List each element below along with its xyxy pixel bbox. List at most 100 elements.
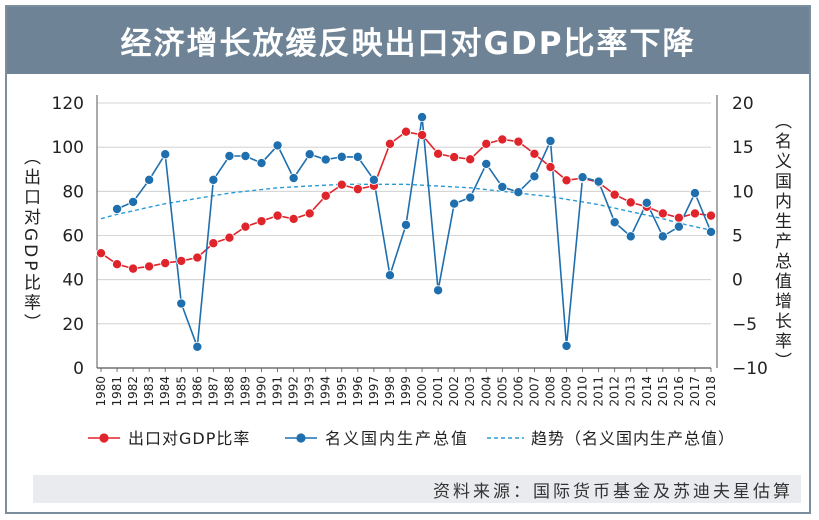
export-ratio-point bbox=[320, 190, 331, 201]
gdp-growth-point bbox=[240, 150, 251, 161]
export-ratio-point bbox=[208, 238, 219, 249]
chart-frame: 经济增长放缓反映出口对GDP比率下降 资料来源：国际货币基金及苏迪夫星估算 bbox=[5, 5, 811, 514]
gdp-growth-point bbox=[545, 135, 556, 146]
export-ratio-point bbox=[609, 189, 620, 200]
x-tick-label: 2006 bbox=[511, 376, 525, 407]
gdp-growth-point bbox=[497, 181, 508, 192]
right-tick-label: 20 bbox=[732, 94, 754, 114]
export-ratio-point bbox=[352, 184, 363, 195]
x-tick-label: 1999 bbox=[399, 376, 413, 407]
x-tick-label: 1992 bbox=[287, 376, 301, 407]
x-tick-label: 2000 bbox=[415, 376, 429, 407]
gdp-growth-point bbox=[417, 112, 428, 123]
legend-gdp-label: 名义国内生产总值 bbox=[325, 429, 469, 448]
export-ratio-point bbox=[465, 154, 476, 165]
x-tick-label: 2016 bbox=[672, 376, 686, 407]
x-tick-label: 1998 bbox=[383, 376, 397, 407]
x-tick-label: 1996 bbox=[351, 376, 365, 407]
export-ratio-point bbox=[384, 138, 395, 149]
left-tick-label: 40 bbox=[62, 271, 84, 291]
x-tick-label: 2014 bbox=[640, 376, 654, 407]
x-tick-label: 1989 bbox=[238, 376, 252, 407]
x-tick-label: 1991 bbox=[271, 376, 285, 407]
gdp-growth-point bbox=[465, 192, 476, 203]
export-ratio-point bbox=[176, 255, 187, 266]
gdp-growth-point bbox=[224, 150, 235, 161]
x-tick-label: 2008 bbox=[543, 376, 557, 407]
gdp-growth-point bbox=[336, 151, 347, 162]
export-ratio-point bbox=[304, 208, 315, 219]
x-tick-label: 1988 bbox=[222, 376, 236, 407]
gdp-growth-point bbox=[128, 196, 139, 207]
gdp-growth-point bbox=[577, 172, 588, 183]
gdp-growth-point bbox=[384, 270, 395, 281]
gdp-growth-point bbox=[288, 173, 299, 184]
gdp-growth-point bbox=[433, 285, 444, 296]
export-ratio-point bbox=[240, 221, 251, 232]
right-tick-label: −5 bbox=[732, 315, 757, 335]
export-ratio-point bbox=[513, 136, 524, 147]
x-tick-label: 1982 bbox=[126, 376, 140, 407]
x-tick-label: 1995 bbox=[335, 376, 349, 407]
x-tick-label: 1983 bbox=[142, 376, 156, 407]
export-ratio-point bbox=[529, 148, 540, 159]
gdp-growth-point bbox=[272, 140, 283, 151]
export-ratio-point bbox=[288, 213, 299, 224]
gdp-growth-point bbox=[144, 174, 155, 185]
export-ratio-point bbox=[272, 210, 283, 221]
right-tick-label: 5 bbox=[732, 227, 743, 247]
legend-trend-label: 趋势（名义国内生产总值） bbox=[531, 429, 735, 448]
export-ratio-point bbox=[144, 261, 155, 272]
export-ratio-point bbox=[112, 259, 123, 270]
export-ratio-line bbox=[100, 130, 712, 270]
gdp-growth-point bbox=[513, 187, 524, 198]
gdp-growth-point bbox=[689, 188, 700, 199]
gdp-growth-point bbox=[368, 174, 379, 185]
gdp-growth-point bbox=[641, 197, 652, 208]
gdp-growth-point bbox=[192, 341, 203, 352]
export-ratio-point bbox=[128, 263, 139, 274]
x-tick-label: 1997 bbox=[367, 376, 381, 407]
gdp-growth-point bbox=[706, 226, 717, 237]
export-ratio-point bbox=[625, 197, 636, 208]
export-ratio-point bbox=[192, 252, 203, 263]
export-ratio-point bbox=[433, 148, 444, 159]
legend-export-label: 出口对GDP比率 bbox=[128, 429, 250, 448]
export-ratio-point bbox=[481, 138, 492, 149]
x-tick-label: 2007 bbox=[527, 376, 541, 407]
right-tick-label: −10 bbox=[732, 359, 768, 379]
export-ratio-point bbox=[497, 134, 508, 145]
left-axis-label: （出口对GDP比率） bbox=[20, 148, 41, 334]
x-tick-label: 2009 bbox=[560, 376, 574, 407]
x-tick-label: 1985 bbox=[174, 376, 188, 407]
x-tick-label: 1984 bbox=[158, 376, 172, 407]
x-tick-label: 1980 bbox=[94, 376, 108, 407]
export-ratio-point bbox=[657, 208, 668, 219]
gdp-growth-point bbox=[673, 221, 684, 232]
gdp-growth-point bbox=[449, 198, 460, 209]
export-ratio-point bbox=[545, 162, 556, 173]
export-ratio-point bbox=[96, 248, 107, 259]
x-tick-label: 2003 bbox=[463, 376, 477, 407]
export-ratio-point bbox=[400, 126, 411, 137]
gdp-growth-point bbox=[561, 340, 572, 351]
right-tick-label: 10 bbox=[732, 182, 754, 202]
x-tick-label: 1993 bbox=[303, 376, 317, 407]
x-tick-label: 2018 bbox=[704, 376, 718, 407]
x-tick-label: 2001 bbox=[431, 376, 445, 407]
export-ratio-point bbox=[689, 208, 700, 219]
x-tick-label: 2013 bbox=[624, 376, 638, 407]
x-tick-label: 2005 bbox=[495, 376, 509, 407]
gdp-growth-point bbox=[529, 171, 540, 182]
gdp-growth-point bbox=[481, 158, 492, 169]
chart-title: 经济增长放缓反映出口对GDP比率下降 bbox=[7, 7, 809, 74]
export-ratio-point bbox=[449, 152, 460, 163]
x-tick-label: 2015 bbox=[656, 376, 670, 407]
left-tick-label: 20 bbox=[62, 315, 84, 335]
left-tick-label: 0 bbox=[73, 359, 84, 379]
gdp-growth-point bbox=[657, 231, 668, 242]
export-ratio-point bbox=[673, 212, 684, 223]
x-tick-label: 2017 bbox=[688, 376, 702, 407]
gdp-growth-point bbox=[625, 231, 636, 242]
